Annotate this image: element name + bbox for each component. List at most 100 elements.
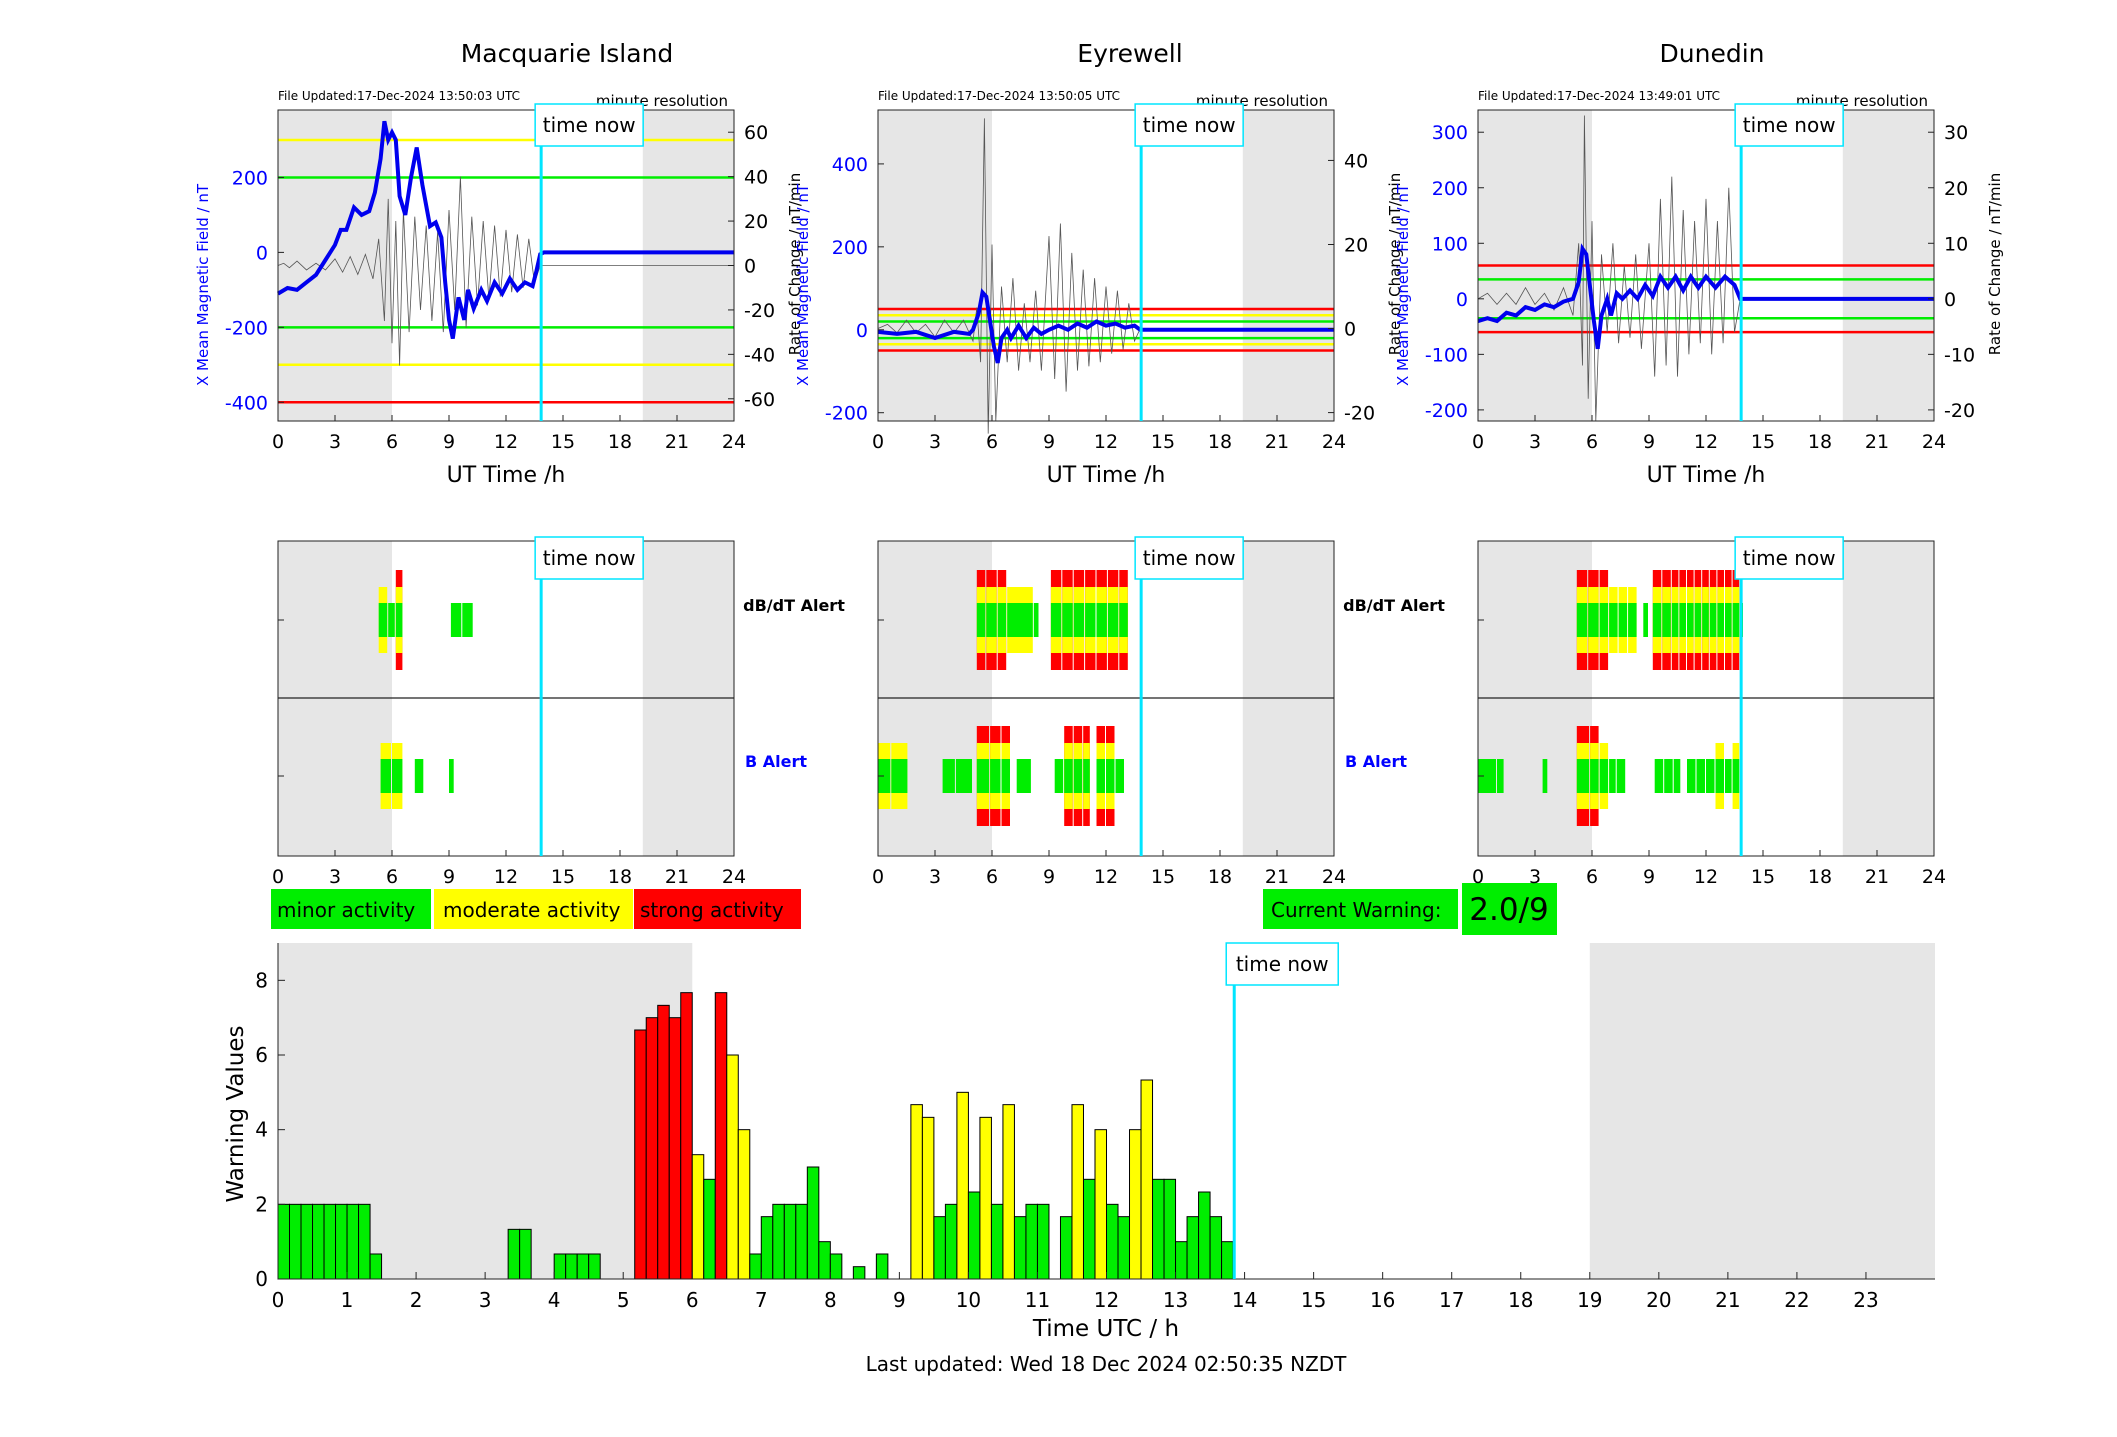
night-shading-1 [1589,943,1935,1279]
x-tick-label: 18 [608,866,632,888]
rate-of-change-line [1477,115,1934,422]
warning-bar-34 [875,1253,889,1280]
x-tick-label: 24 [1322,866,1346,888]
rate-of-change-line [277,176,734,366]
dbdt-block-minor-9 [1096,603,1107,637]
x-tick-label: 24 [1322,431,1346,453]
dbdt-block-minor-0 [378,603,388,637]
station-plot-2: 0 3 6 9 12 15 18 21 24-200-1000100200300-20-1001… [1425,103,1975,453]
y-tick-label-right: -20 [744,300,775,322]
dbdt-block-minor-6 [1062,603,1073,637]
warning-bar-61 [1221,1241,1234,1280]
dbdt-block-minor-2 [395,603,403,637]
x-tick-label: 6 [1586,431,1598,453]
x-tick-label: 23 [1853,1288,1878,1312]
alert-plots: 0 3 6 9 12 15 18 21 24 time now 0 3 6 9 12 15 18 21 24 time… [272,536,1946,888]
legend-strong-label: strong activity [640,898,784,922]
x-tick-label: 18 [1208,431,1232,453]
current-warning-label: Current Warning: [1271,898,1441,922]
y-tick-label-left: 400 [832,154,868,176]
y-tick-label-right: -20 [1344,403,1375,425]
alert-panel-2: 0 3 6 9 12 15 18 21 24 time now [1472,536,1946,888]
legend-minor-label: minor activity [277,898,415,922]
x-tick-label: 15 [1751,431,1775,453]
x-tick-label: 3 [329,431,341,453]
x-tick-label: 0 [872,431,884,453]
warning-bar-20 [691,1154,705,1280]
warning-bar-54 [1140,1079,1154,1280]
ylabel-right-eyrewell: Rate of Change / nT/min [1386,173,1404,355]
dbdt-block-minor-16 [1725,603,1732,637]
mean-field-line [877,288,1334,364]
alert-panel-1: 0 3 6 9 12 15 18 21 24 time now [872,536,1346,888]
warning-bar-18 [668,1017,682,1280]
dbdt-block-minor-7 [1073,603,1085,637]
warning-bar-21 [703,1178,716,1280]
night-shading-0 [278,110,392,421]
alert-label-b-1: B Alert [745,752,807,771]
alert-label-dbdt-1: dB/dT Alert [743,596,845,615]
y-tick-label-left: -200 [225,317,268,339]
dbdt-block-minor-1 [986,603,997,637]
dbdt-block-minor-7 [1652,603,1662,637]
y-tick-label-right: 0 [744,256,756,278]
station-title-dunedin: Dunedin [1660,39,1765,68]
y-tick-label-right: 60 [744,122,768,144]
y-tick-label-right: -40 [744,344,775,366]
x-tick-label: 3 [929,866,941,888]
y-tick-label: 0 [255,1267,268,1291]
x-tick-label: 11 [1025,1288,1050,1312]
current-warning-value: 2.0/9 [1469,892,1548,928]
file-updated-eyrewell: File Updated:17-Dec-2024 13:50:05 UTC [878,89,1120,103]
y-tick-label-right: 0 [1944,289,1956,311]
x-tick-label: 17 [1439,1288,1464,1312]
x-tick-label: 15 [1151,431,1175,453]
warning-bar-52 [1117,1216,1131,1280]
dbdt-block-minor-0 [976,603,986,637]
last-updated: Last updated: Wed 18 Dec 2024 02:50:35 N… [866,1352,1348,1376]
time-now-label: time now [1236,952,1329,976]
b-block-minor-4 [1590,759,1599,793]
warning-bar-40 [967,1191,981,1280]
b-block-minor-3 [1576,759,1590,793]
warning-bar-38 [944,1203,958,1280]
y-tick-label-right: 0 [1344,319,1356,341]
x-tick-label: 3 [1529,431,1541,453]
warning-bar-7 [358,1203,371,1280]
x-tick-label: 12 [494,866,518,888]
dbdt-block-minor-4 [462,603,473,637]
x-tick-label: 21 [1715,1288,1740,1312]
warning-bar-41 [979,1116,992,1280]
x-tick-label: 0 [272,866,284,888]
y-tick-label-right: -20 [1944,400,1975,422]
y-tick-label-left: 100 [1432,233,1468,255]
x-tick-label: 9 [1043,866,1055,888]
x-tick-label: 12 [1694,431,1718,453]
y-tick-label-left: -100 [1425,344,1468,366]
warning-bar-46 [1036,1203,1050,1280]
warning-bar-1 [289,1203,302,1280]
warning-bar-56 [1163,1178,1177,1280]
b-block-minor-1 [392,759,403,793]
warning-bar-60 [1209,1216,1223,1280]
dbdt-block-minor-5 [1628,603,1637,637]
b-block-minor-5 [990,759,1001,793]
x-tick-label: 15 [551,866,575,888]
ylabel-left-eyrewell: X Mean Magnetic Field / nT [794,183,812,386]
time-now-box [534,536,644,580]
warning-bar-37 [933,1216,946,1280]
b-block-minor-14 [1715,759,1724,793]
y-tick-label-right: -60 [744,389,775,411]
dbdt-block-minor-8 [1085,603,1096,637]
time-now-label: time now [1743,113,1836,137]
y-tick-label-left: -200 [1425,400,1468,422]
warning-bar-23 [726,1054,739,1280]
dbdt-block-minor-10 [1107,603,1119,637]
x-tick-label: 9 [1643,431,1655,453]
x-tick-label: 9 [443,431,455,453]
x-tick-label: 13 [1163,1288,1188,1312]
x-tick-label: 20 [1646,1288,1671,1312]
station-plots: 0 3 6 9 12 15 18 21 24-400-2000200-60-40-2002040… [225,103,1975,453]
